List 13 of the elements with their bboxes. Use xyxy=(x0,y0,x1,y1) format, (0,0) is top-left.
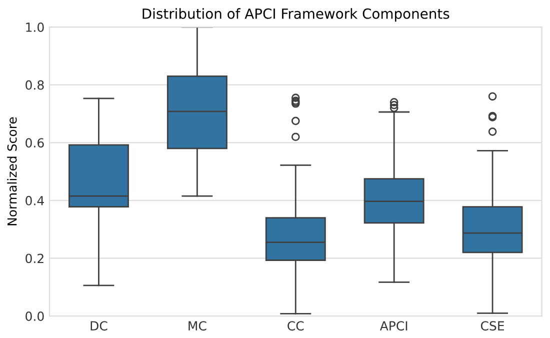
x-tick-label: MC xyxy=(188,321,206,331)
x-tick-label: CC xyxy=(288,321,304,331)
y-tick-label: 0.8 xyxy=(26,80,44,90)
chart-title: Distribution of APCI Framework Components xyxy=(142,8,450,22)
x-tick-label: CSE xyxy=(480,321,504,331)
x-tick-label: APCI xyxy=(380,321,408,331)
y-tick-label: 0.2 xyxy=(26,254,44,264)
y-tick-label: 0.0 xyxy=(26,312,44,321)
x-tick-label: DC xyxy=(90,321,108,331)
y-tick-label: 0.4 xyxy=(26,196,44,206)
y-axis-title: Normalized Score xyxy=(7,117,17,226)
y-tick-label: 0.6 xyxy=(26,138,44,148)
y-tick-label: 1.0 xyxy=(26,22,44,32)
